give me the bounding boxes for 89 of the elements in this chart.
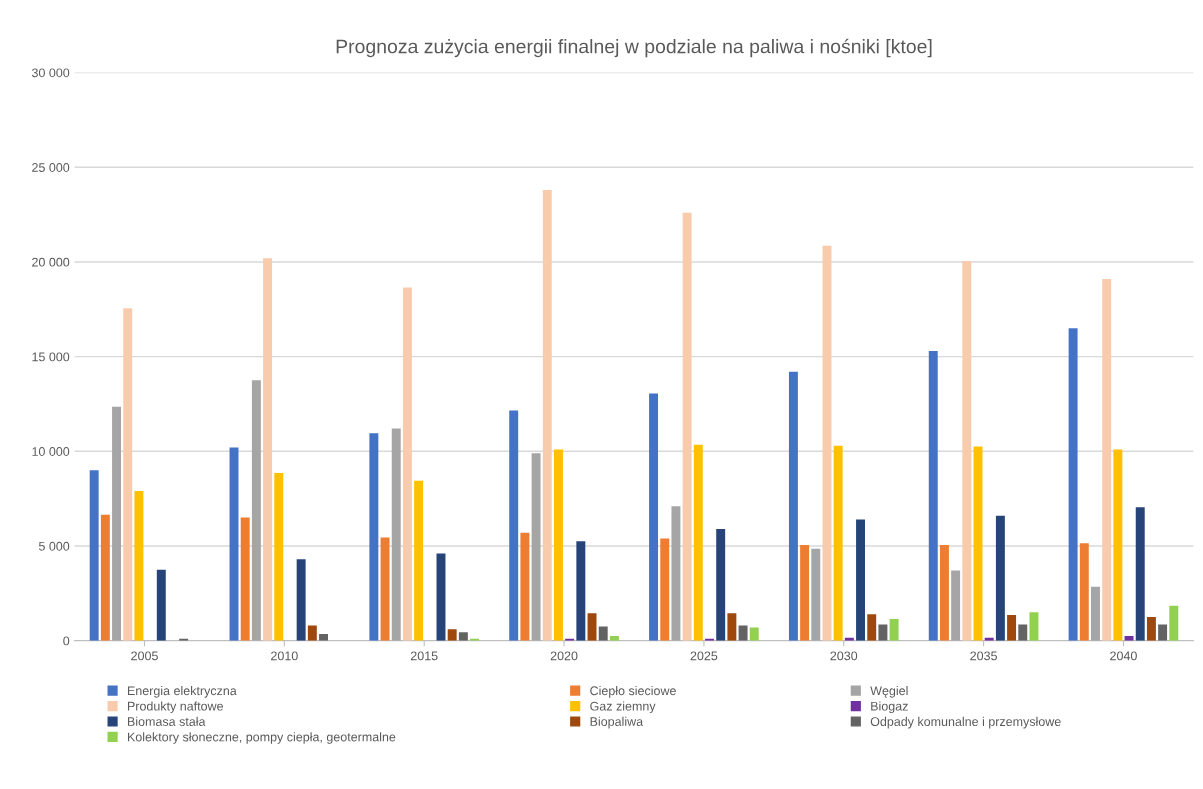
bar	[1146, 617, 1156, 641]
bar	[447, 629, 457, 641]
x-tick-label: 2005	[131, 651, 158, 661]
bar	[693, 444, 703, 641]
y-tick-label: 15 000	[32, 352, 70, 362]
bar	[414, 480, 424, 641]
bar	[867, 614, 877, 641]
bar	[553, 449, 563, 641]
bar	[156, 569, 166, 641]
bar	[749, 627, 759, 641]
bar	[660, 538, 670, 641]
y-tick-label: 25 000	[32, 163, 70, 172]
bar	[878, 624, 888, 641]
bar	[1018, 624, 1028, 641]
legend-label: Kolektory słoneczne, pompy ciepła, geotermalne	[127, 732, 396, 744]
bar	[123, 308, 133, 641]
bar	[112, 406, 122, 641]
bar	[380, 537, 390, 641]
chart-title: Prognoza zużycia energii finalnej w podziale na paliwa i nośniki [ktoe]	[336, 38, 932, 58]
bar	[671, 506, 681, 641]
legend-label: Biogaz	[871, 701, 908, 714]
y-tick-label: 30 000	[31, 68, 70, 78]
y-tick-label: 20 000	[32, 257, 70, 267]
bar	[800, 545, 810, 641]
bar	[240, 517, 250, 641]
bar	[100, 514, 110, 641]
bar	[1169, 605, 1179, 641]
bar	[89, 470, 99, 641]
bar	[263, 258, 273, 641]
legend-label: Gaz ziemny	[590, 701, 656, 714]
x-tick-label: 2010	[271, 651, 298, 661]
bar	[134, 491, 144, 641]
bar	[1079, 543, 1089, 641]
bar	[1029, 612, 1039, 641]
bar	[319, 634, 328, 641]
legend-label: Odpady komunalne i przemysłowe	[870, 716, 1061, 729]
bar	[598, 626, 608, 641]
bar	[542, 189, 552, 641]
bar	[1068, 328, 1078, 641]
bar	[307, 625, 317, 641]
bar	[811, 548, 821, 641]
legend-label: Biopaliwa	[590, 716, 644, 729]
bar	[727, 613, 737, 641]
legend-label: Węgiel	[870, 686, 908, 698]
bar	[531, 453, 541, 641]
x-tick-label: 2040	[1110, 651, 1137, 661]
bar	[788, 371, 798, 641]
bar	[391, 428, 401, 641]
bar	[649, 393, 659, 641]
legend-label: Ciepło sieciowe	[590, 686, 676, 698]
y-tick-label: 0	[63, 636, 70, 646]
bar	[520, 532, 530, 641]
y-tick-label: 5 000	[38, 541, 70, 551]
bar	[369, 433, 379, 641]
bar	[576, 541, 586, 641]
bar	[274, 473, 284, 641]
bar	[951, 570, 961, 641]
x-tick-label: 2035	[970, 651, 997, 661]
bar	[1113, 449, 1123, 641]
bar	[251, 380, 261, 641]
bar	[995, 515, 1005, 641]
bar	[738, 625, 748, 641]
bar	[402, 287, 412, 641]
bar	[889, 618, 899, 641]
bar	[822, 245, 832, 641]
bar	[833, 445, 843, 641]
x-tick-label: 2020	[550, 651, 578, 661]
legend-label: Produkty naftowe	[127, 701, 223, 714]
bar	[928, 350, 938, 641]
bar	[587, 613, 597, 641]
bar	[1158, 624, 1168, 641]
bar	[1091, 586, 1100, 641]
bar	[716, 528, 726, 641]
x-tick-label: 2025	[690, 651, 718, 661]
bar	[682, 212, 692, 641]
y-tick-label: 10 000	[32, 447, 70, 456]
bar	[939, 545, 949, 641]
bar	[1135, 507, 1145, 641]
bar	[1102, 278, 1112, 641]
bar	[509, 410, 519, 641]
bar	[296, 559, 306, 641]
x-tick-label: 2015	[410, 651, 438, 661]
bar	[458, 632, 468, 641]
x-tick-label: 2030	[830, 651, 858, 661]
bar	[1007, 615, 1017, 641]
bar	[962, 261, 972, 641]
bar	[856, 519, 866, 641]
legend-label: Biomasa stała	[127, 716, 206, 726]
legend-label: Energia elektryczna	[127, 686, 237, 698]
